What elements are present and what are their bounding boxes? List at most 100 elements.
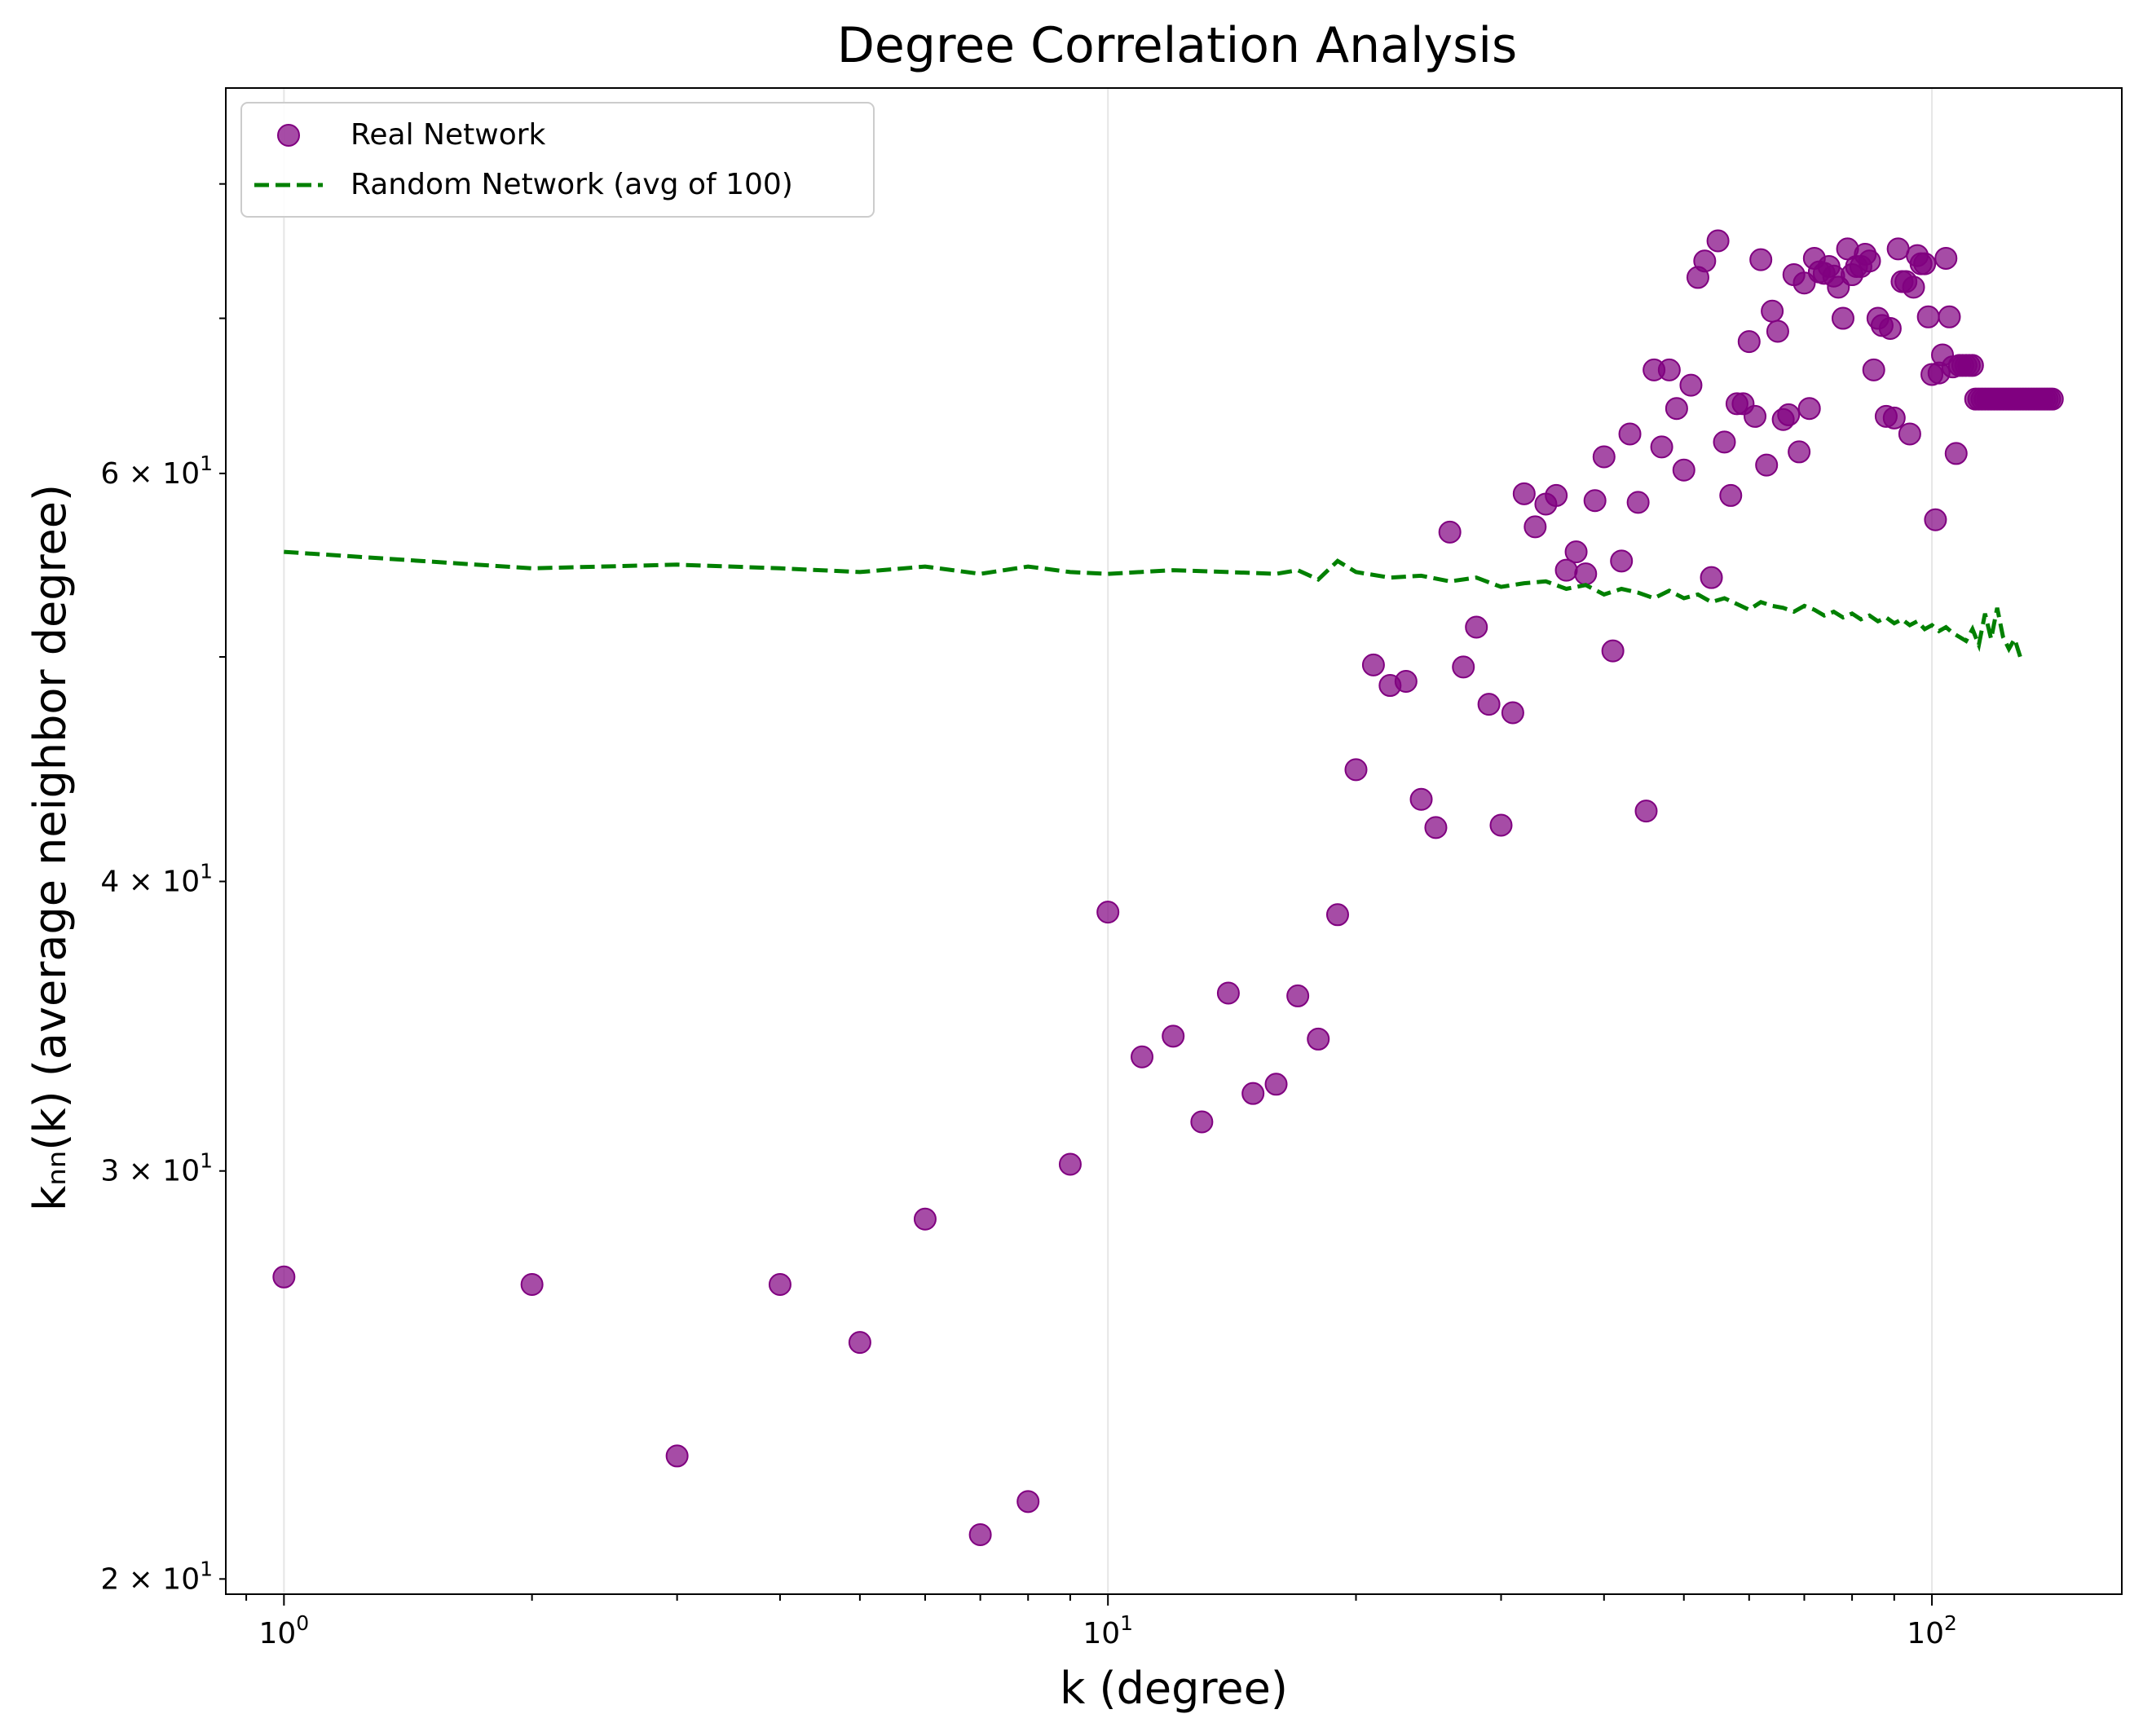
legend-real-label: Real Network	[351, 118, 546, 152]
real-network-point	[1465, 615, 1488, 639]
legend-random-label: Random Network (avg of 100)	[351, 168, 793, 201]
real-network-point	[1501, 701, 1524, 725]
real-network-point	[1665, 397, 1688, 421]
real-network-point	[1190, 1110, 1214, 1134]
real-network-point	[1831, 306, 1854, 330]
real-network-point	[2040, 387, 2064, 411]
real-network-point	[1325, 903, 1349, 927]
y-tick-label: 3 × 101	[100, 1149, 213, 1188]
real-network-point	[1344, 758, 1368, 782]
random-network-series	[284, 549, 2022, 658]
real-network-point	[1934, 246, 1958, 270]
real-network-point	[1574, 562, 1598, 586]
real-network-point	[1886, 237, 1910, 261]
real-network-point	[1898, 422, 1921, 446]
real-network-point	[1058, 1152, 1082, 1176]
real-network-point	[913, 1207, 937, 1231]
real-network-point	[1882, 406, 1906, 430]
real-network-point	[1634, 800, 1658, 823]
real-network-point	[1452, 655, 1475, 679]
real-network-point	[1672, 458, 1695, 482]
real-network-point	[1512, 482, 1536, 505]
real-network-point	[1216, 981, 1240, 1005]
real-network-point	[1489, 813, 1513, 837]
real-network-point	[1749, 248, 1773, 271]
real-network-point	[1924, 508, 1947, 531]
real-network-point	[1761, 299, 1784, 323]
real-network-point	[1523, 515, 1547, 539]
real-network-point	[1788, 440, 1811, 464]
real-network-point	[1713, 430, 1736, 454]
real-network-series	[272, 229, 2064, 1546]
y-tick-label: 4 × 101	[100, 860, 213, 899]
real-network-point	[1693, 249, 1717, 273]
real-network-point	[1286, 984, 1310, 1007]
real-network-point	[848, 1331, 871, 1355]
real-network-point	[1131, 1045, 1154, 1068]
random-network-line	[284, 549, 2022, 658]
gridlines	[283, 88, 1934, 1594]
real-network-point	[1618, 422, 1642, 446]
real-network-point	[1583, 489, 1607, 513]
real-network-point	[1766, 319, 1789, 343]
real-network-point	[1016, 1490, 1040, 1513]
real-network-point	[968, 1522, 992, 1546]
real-network-point	[1938, 305, 1961, 328]
y-axis-label: kₙₙ(k) (average neighbor degree)	[24, 484, 76, 1211]
chart-title: Degree Correlation Analysis	[837, 17, 1518, 74]
y-tick-label: 2 × 101	[100, 1557, 213, 1596]
x-tick-label: 100	[258, 1611, 309, 1650]
plot-frame	[225, 87, 2123, 1595]
real-network-point	[1307, 1027, 1330, 1051]
x-axis-label: k (degree)	[1060, 1663, 1288, 1714]
real-network-point	[1913, 252, 1937, 275]
x-axis-ticks: 100 101 102	[245, 1594, 1957, 1650]
real-network-point	[1626, 491, 1650, 514]
real-network-point	[1601, 639, 1625, 663]
x-tick-label: 101	[1083, 1611, 1133, 1650]
real-network-point	[1438, 520, 1462, 544]
real-network-point	[1424, 816, 1448, 839]
real-network-point	[1650, 435, 1673, 459]
x-tick-label: 102	[1907, 1611, 1957, 1650]
real-network-point	[768, 1272, 791, 1296]
real-network-point	[1777, 403, 1801, 426]
real-network-point	[665, 1444, 689, 1468]
legend: Real Network Random Network (avg of 100)	[240, 102, 875, 218]
real-network-point	[1610, 549, 1634, 573]
y-axis-ticks: 2 × 101 3 × 101 4 × 101 6 × 101	[100, 183, 226, 1596]
legend-real-marker	[277, 124, 300, 147]
real-network-point	[1162, 1024, 1185, 1048]
real-network-point	[1564, 540, 1588, 564]
real-network-point	[1241, 1082, 1265, 1105]
real-network-point	[1737, 330, 1761, 354]
real-network-point	[1744, 404, 1767, 428]
real-network-point	[1916, 305, 1940, 328]
real-network-point	[1862, 358, 1885, 381]
real-network-point	[1719, 483, 1743, 507]
real-network-point	[1592, 445, 1616, 469]
y-tick-label: 6 × 101	[100, 452, 213, 491]
real-network-point	[1878, 316, 1902, 340]
real-network-point	[1797, 397, 1821, 421]
real-network-point	[1902, 275, 1925, 299]
real-network-point	[520, 1272, 544, 1296]
real-network-point	[1361, 653, 1385, 676]
legend-box	[240, 102, 875, 218]
real-network-point	[1264, 1073, 1288, 1096]
real-network-point	[1700, 566, 1723, 589]
real-network-point	[1394, 669, 1418, 693]
real-network-point	[1960, 354, 1984, 377]
real-network-point	[1477, 693, 1501, 716]
real-network-point	[1679, 373, 1703, 397]
real-network-point	[1858, 249, 1881, 273]
real-network-point	[1944, 442, 1968, 465]
real-network-point	[1657, 358, 1681, 381]
real-network-point	[1409, 787, 1433, 811]
real-network-point	[1096, 901, 1120, 924]
real-network-point	[1545, 483, 1568, 507]
real-network-point	[1706, 229, 1730, 253]
real-network-point	[272, 1265, 296, 1289]
